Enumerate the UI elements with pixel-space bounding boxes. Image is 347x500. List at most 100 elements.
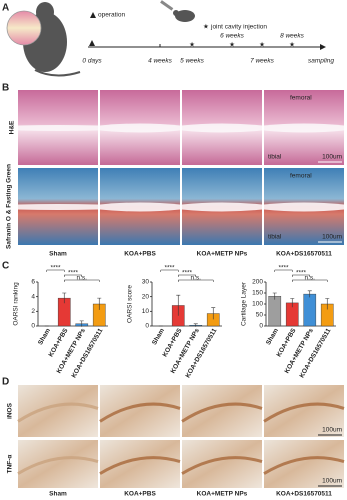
- tissue-stain: [263, 402, 345, 423]
- injection-marker: ★: [289, 41, 295, 49]
- column-label: KOA+DS16570511: [276, 251, 332, 258]
- significance-label: ****: [278, 265, 289, 272]
- injection-marker: ★: [229, 41, 235, 49]
- significance-label: n.s.: [77, 275, 88, 282]
- injection-legend: joint cavity injection: [210, 24, 267, 31]
- panel-b: H&E femoral tibial 100um Safranin O & Fastin…: [6, 90, 344, 258]
- bar: [303, 293, 317, 327]
- y-axis-label: Cartilage Layer: [241, 281, 248, 326]
- bar: [268, 296, 282, 327]
- error-bar: [325, 298, 330, 310]
- joint-space: [100, 202, 180, 212]
- column-label: Sham: [49, 251, 67, 258]
- ihc-image: [182, 440, 262, 488]
- error-bar: [307, 290, 312, 298]
- y-axis-label: OARSI ranking: [13, 282, 20, 326]
- row-label: H&E: [9, 120, 16, 134]
- panel-label: D: [2, 377, 9, 388]
- ihc-image: [264, 440, 344, 488]
- error-bar: [193, 323, 198, 327]
- y-tick-label: 0: [31, 323, 35, 330]
- y-tick-label: 150: [252, 290, 263, 297]
- column-label: KOA+DS16570511: [276, 491, 332, 498]
- column-label: KOA+METP NPs: [197, 491, 248, 498]
- tibial-label: tibial: [268, 154, 282, 161]
- row-label: TNF-α: [7, 455, 14, 474]
- tissue-stain: [99, 402, 181, 423]
- joint-space: [264, 123, 344, 133]
- column-label: Sham: [49, 491, 67, 498]
- significance-label: ****: [164, 265, 175, 272]
- significance-bracket: [160, 269, 179, 272]
- ihc-image: [182, 385, 262, 437]
- joint-space: [18, 204, 98, 210]
- tissue-stain: [17, 456, 99, 475]
- column-label: KOA+PBS: [124, 251, 156, 258]
- scale-bar-label: 100um: [322, 427, 342, 434]
- significance-label: ****: [68, 270, 79, 277]
- operation-marker: [89, 40, 95, 46]
- error-bar: [79, 320, 84, 327]
- y-axis-label: OARSI score: [127, 285, 134, 323]
- row-label: iNOS: [7, 402, 14, 419]
- scale-bar-label: 100um: [322, 154, 342, 161]
- operation-legend: operation: [98, 12, 125, 19]
- injection-marker: ★: [259, 41, 265, 49]
- y-tick-label: 100: [252, 301, 263, 308]
- error-bar: [211, 307, 216, 320]
- significance-label: ****: [50, 265, 61, 272]
- error-bar: [272, 292, 277, 300]
- panel-label: B: [2, 83, 9, 94]
- y-tick-label: 20: [142, 293, 150, 300]
- time-label: 6 weeks: [220, 33, 245, 40]
- y-tick-label: 10: [142, 308, 150, 315]
- y-tick-label: 4: [31, 293, 35, 300]
- ihc-image: [18, 385, 98, 437]
- scale-bar-label: 100um: [322, 478, 342, 485]
- significance-bracket: [178, 274, 196, 277]
- time-label: 0 days: [82, 58, 102, 65]
- significance-bracket: [46, 269, 65, 272]
- column-label: KOA+METP NPs: [197, 251, 248, 258]
- y-tick-label: 6: [31, 279, 35, 286]
- tissue-stain: [17, 402, 99, 423]
- tissue-stain: [181, 456, 263, 475]
- panel-d: iNOS 100um TNF-α 100um Sham KOA+PBS KOA+METP N…: [7, 385, 345, 498]
- error-bar: [62, 292, 67, 304]
- ihc-image: [100, 385, 180, 437]
- femoral-label: femoral: [290, 95, 312, 102]
- significance-label: n.s.: [305, 275, 316, 282]
- scale-bar-label: 100um: [322, 234, 342, 241]
- tissue-stain: [263, 456, 345, 475]
- significance-bracket: [274, 269, 293, 272]
- y-tick-label: 0: [145, 323, 149, 330]
- error-bar: [290, 298, 295, 308]
- ihc-image: [100, 440, 180, 488]
- row-label: Safranin O & Fasting Green: [6, 164, 13, 249]
- significance-bracket: [292, 274, 310, 277]
- significance-bracket: [292, 279, 328, 282]
- operation-icon: [90, 12, 96, 18]
- tibial-label: tibial: [268, 234, 282, 241]
- tissue-stain: [99, 456, 181, 475]
- column-label: KOA+PBS: [124, 491, 156, 498]
- timeline-points: 0 days 4 weeks 5 weeks★6 weeks★7 weeks★8 w…: [82, 33, 304, 65]
- significance-bracket: [178, 279, 214, 282]
- significance-bracket: [64, 279, 100, 282]
- y-tick-label: 30: [142, 279, 150, 286]
- joint-space: [182, 123, 262, 133]
- significance-label: ****: [182, 270, 193, 277]
- injection-marker: ★: [189, 41, 195, 49]
- timeline-arrow: [320, 44, 326, 50]
- y-tick-label: 50: [256, 312, 264, 319]
- significance-bracket: [64, 274, 82, 277]
- y-tick-label: 2: [31, 308, 35, 315]
- joint-space: [100, 123, 180, 133]
- x-tick-label: Sham: [265, 327, 280, 346]
- significance-label: n.s.: [191, 275, 202, 282]
- joint-space: [264, 202, 344, 212]
- injection-illustration: [160, 0, 195, 22]
- time-label: 7 weeks: [250, 58, 275, 65]
